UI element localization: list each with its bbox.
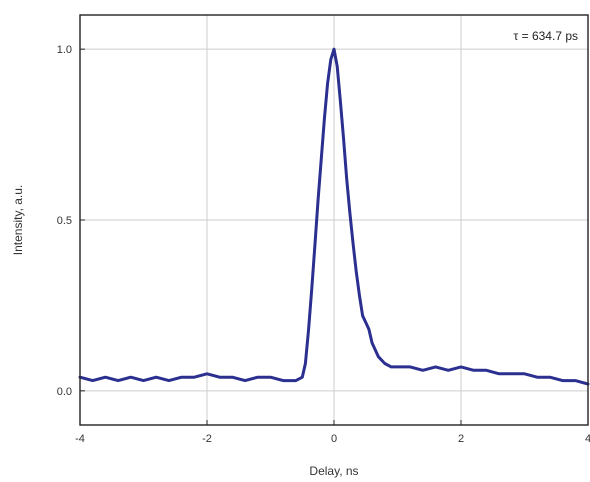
- y-tick-label: 0.5: [57, 215, 72, 227]
- plot-frame: [79, 14, 589, 426]
- tick-labels: -4 -2 0 2 4 0.0 0.5 1.0: [57, 44, 590, 445]
- x-tick-label: 2: [458, 433, 464, 445]
- series-line: [78, 47, 590, 386]
- x-tick-label: 0: [331, 433, 337, 445]
- y-axis-label: Intensity, a.u.: [11, 185, 25, 255]
- x-tick-label: -4: [75, 433, 85, 445]
- y-tick-label: 1.0: [57, 44, 72, 56]
- annotation-tau: τ = 634.7 ps: [514, 29, 578, 43]
- x-tick-label: -2: [202, 433, 212, 445]
- x-tick-label: 4: [585, 433, 590, 445]
- y-tick-label: 0.0: [57, 386, 72, 398]
- x-axis-label: Delay, ns: [309, 464, 358, 478]
